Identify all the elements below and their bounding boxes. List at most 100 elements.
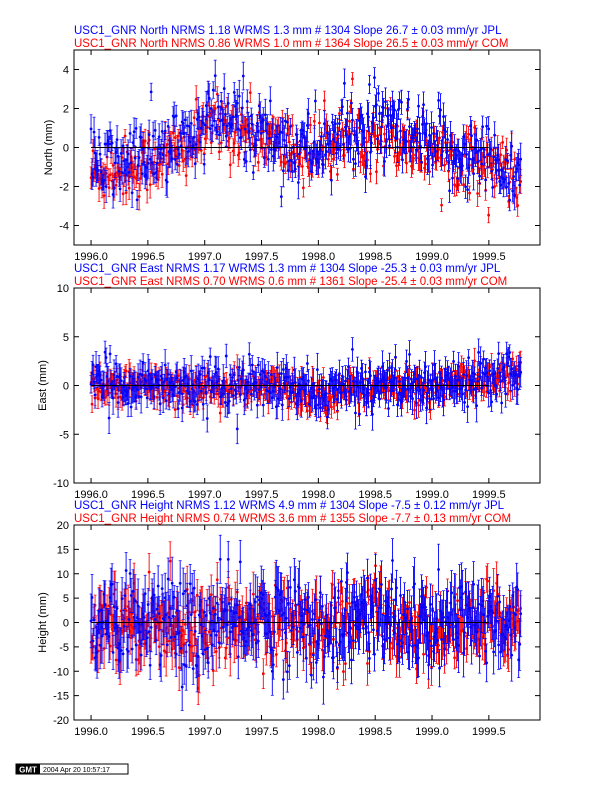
north-point <box>326 157 330 161</box>
north-point <box>505 185 509 189</box>
north-point <box>232 91 236 94</box>
north-point <box>379 142 382 146</box>
north-point <box>283 162 287 166</box>
north-point <box>480 162 484 166</box>
north-point <box>194 97 198 101</box>
north-point <box>429 143 432 147</box>
north-point <box>263 113 267 117</box>
north-point <box>377 92 380 95</box>
north-point <box>146 161 150 165</box>
north-point <box>159 147 163 151</box>
north-point <box>447 161 450 164</box>
north-point <box>268 99 272 103</box>
north-point <box>434 150 437 153</box>
north-point <box>369 172 372 176</box>
north-point <box>444 130 447 133</box>
east-title-jpl: USC1_GNR East NRMS 1.17 WRMS 1.3 mm # 13… <box>74 263 501 275</box>
north-point <box>472 172 476 176</box>
north-point <box>174 114 178 118</box>
north-point <box>213 74 217 78</box>
north-point <box>106 175 110 179</box>
north-point <box>133 156 137 160</box>
north-point <box>406 107 409 111</box>
north-point <box>408 125 411 129</box>
north-point <box>328 139 332 143</box>
north-point <box>128 131 132 135</box>
north-xtick-label: 1996.0 <box>74 251 108 263</box>
north-point <box>363 136 366 140</box>
north-point <box>368 83 371 86</box>
north-point <box>518 183 522 187</box>
north-point <box>201 121 205 125</box>
north-point <box>117 169 121 173</box>
north-point <box>322 99 326 103</box>
panel-north: USC1_GNR North NRMS 1.18 WRMS 1.3 mm # 1… <box>43 25 541 263</box>
north-point <box>456 177 459 180</box>
north-point <box>507 181 511 185</box>
north-point <box>424 162 427 166</box>
north-xtick-label: 1998.0 <box>302 251 336 263</box>
north-point <box>313 99 317 103</box>
north-point <box>153 128 157 132</box>
north-point <box>336 172 339 176</box>
north-point <box>427 154 430 158</box>
north-point <box>148 157 152 161</box>
north-point <box>432 132 435 135</box>
north-point <box>248 91 252 95</box>
north-point <box>338 122 341 125</box>
north-point <box>373 76 376 80</box>
north-point <box>307 172 311 176</box>
north-point <box>289 158 293 162</box>
north-point <box>222 87 226 90</box>
north-point <box>202 162 206 166</box>
north-point <box>121 144 125 148</box>
north-point <box>437 99 440 102</box>
east-point <box>155 395 159 399</box>
north-point <box>365 140 368 144</box>
north-point <box>312 119 316 123</box>
north-point <box>226 102 230 105</box>
north-point <box>219 141 223 145</box>
north-point <box>266 157 270 161</box>
north-ytick-label: 2 <box>63 104 69 116</box>
north-point <box>331 120 334 124</box>
north-point <box>504 158 508 161</box>
north-point <box>385 139 388 143</box>
north-point <box>175 162 179 166</box>
north-point <box>132 130 136 134</box>
north-point <box>501 140 505 144</box>
north-point <box>256 160 260 164</box>
north-point <box>121 192 125 196</box>
north-point <box>378 112 381 116</box>
north-point <box>395 123 398 127</box>
north-point <box>414 131 417 134</box>
north-point <box>166 124 170 128</box>
north-point <box>239 136 243 139</box>
north-point <box>322 122 326 126</box>
north-point <box>334 122 337 126</box>
north-point <box>438 136 441 140</box>
north-point <box>446 138 449 141</box>
north-xtick-label: 1997.0 <box>188 251 222 263</box>
north-point <box>127 170 131 174</box>
north-point <box>177 152 181 156</box>
north-point <box>110 141 114 145</box>
north-point <box>179 144 183 148</box>
panel-east: USC1_GNR East NRMS 1.17 WRMS 1.3 mm # 13… <box>37 263 541 501</box>
north-point <box>308 158 312 162</box>
north-point <box>137 156 141 159</box>
north-point <box>151 134 155 138</box>
east-point <box>124 369 128 373</box>
north-point <box>297 152 301 156</box>
north-point <box>477 149 481 153</box>
north-point <box>247 129 251 133</box>
north-point <box>417 104 420 108</box>
north-point <box>326 143 330 146</box>
north-point <box>183 118 187 122</box>
north-point <box>512 175 516 178</box>
north-point <box>108 173 112 177</box>
north-point <box>150 161 154 164</box>
north-point <box>181 159 185 163</box>
north-point <box>152 172 156 176</box>
north-point <box>436 144 439 147</box>
